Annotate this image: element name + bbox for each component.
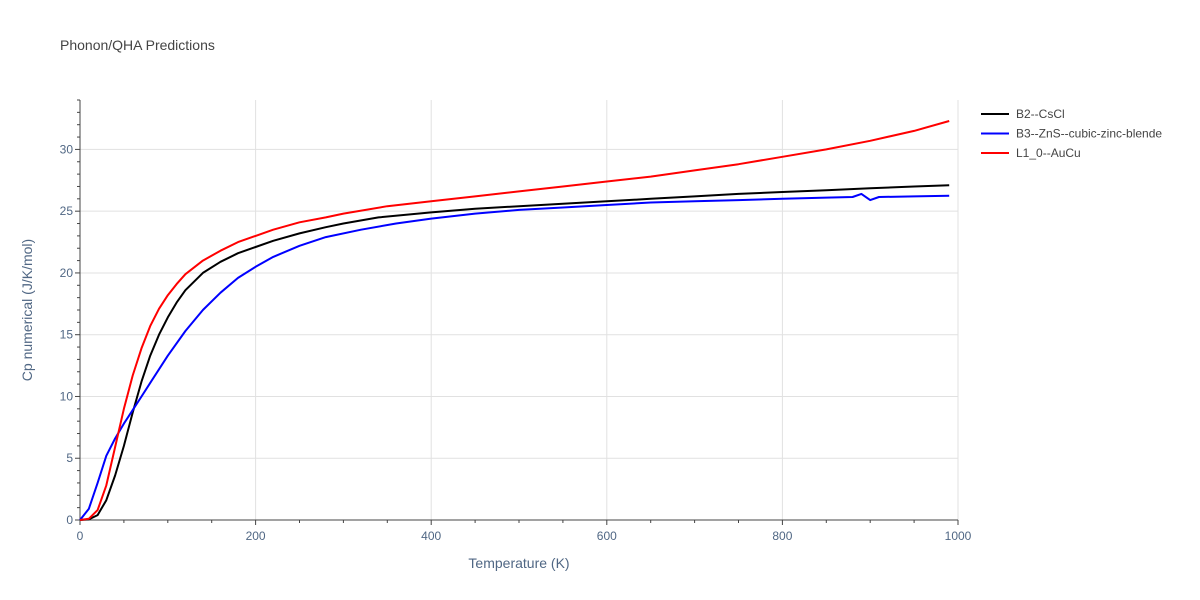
y-tick-label: 0 [66,513,73,527]
series-line-2 [79,120,950,521]
x-tick-label: 600 [597,529,617,543]
x-tick-label: 1000 [945,529,972,543]
x-tick-label: 0 [77,529,84,543]
y-tick-label: 20 [60,266,74,280]
x-axis-title: Temperature (K) [468,555,569,571]
legend-item-2[interactable]: L1_0--AuCu [981,146,1081,160]
legend-item-1[interactable]: B3--ZnS--cubic-zinc-blende [981,127,1162,141]
series-lines [79,120,950,521]
y-axis-title: Cp numerical (J/K/mol) [19,239,35,381]
y-tick-label: 5 [66,451,73,465]
y-axis-ticks: 0 5 10 15 20 25 30 [60,99,80,527]
legend-item-0[interactable]: B2--CsCl [981,107,1065,121]
series-line-0 [79,184,950,521]
x-tick-label: 400 [421,529,441,543]
axes [79,100,958,521]
grid-lines [80,100,959,520]
legend-label: L1_0--AuCu [1016,146,1081,160]
y-tick-label: 30 [60,142,74,156]
x-tick-label: 200 [246,529,266,543]
legend-label: B3--ZnS--cubic-zinc-blende [1016,127,1162,141]
y-tick-label: 25 [60,204,74,218]
legend[interactable]: B2--CsCl B3--ZnS--cubic-zinc-blende L1_0--… [981,107,1162,160]
y-tick-label: 10 [60,389,74,403]
y-tick-label: 15 [60,328,74,342]
chart-title: Phonon/QHA Predictions [60,37,215,53]
series-line-1 [79,192,950,521]
x-tick-label: 800 [772,529,792,543]
legend-label: B2--CsCl [1016,107,1065,121]
x-axis-ticks: 0 200 400 600 800 1000 [77,520,972,543]
